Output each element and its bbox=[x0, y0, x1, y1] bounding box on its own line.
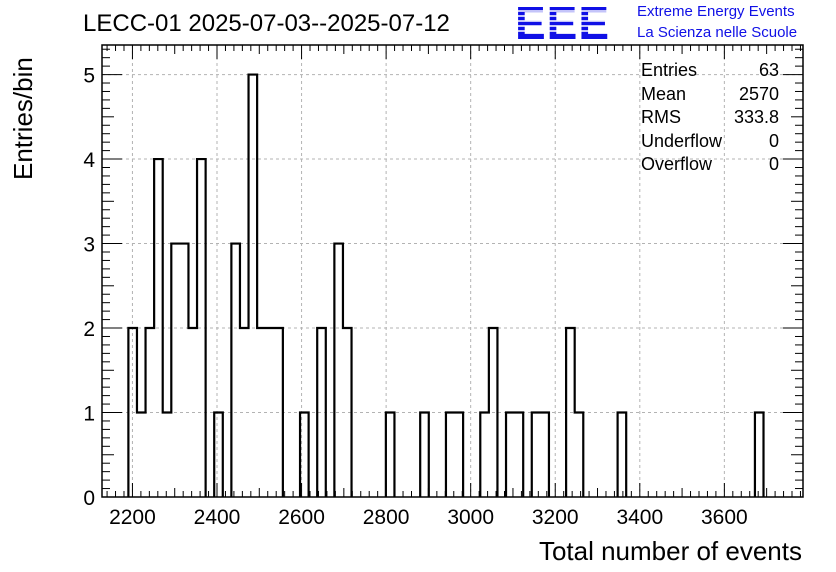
stat-label: RMS bbox=[641, 107, 681, 127]
stat-row-overflow: Overflow 0 bbox=[641, 153, 779, 177]
histogram-bin bbox=[532, 413, 541, 497]
histogram-bin bbox=[480, 413, 489, 497]
histogram-bin bbox=[231, 244, 240, 497]
x-tick-label: 3200 bbox=[532, 506, 579, 529]
logo-text-line1: Extreme Energy Events bbox=[637, 3, 795, 20]
stat-row-entries: Entries 63 bbox=[641, 59, 779, 83]
histogram-bin bbox=[171, 244, 180, 497]
y-tick-label: 1 bbox=[83, 403, 95, 426]
y-tick-label: 4 bbox=[83, 149, 95, 172]
histogram-bin bbox=[515, 413, 524, 497]
histogram-bin bbox=[575, 413, 584, 497]
logo-text-line2: La Scienza nelle Scuole bbox=[637, 24, 798, 41]
stat-row-underflow: Underflow 0 bbox=[641, 130, 779, 154]
x-tick-label: 3400 bbox=[616, 506, 663, 529]
stat-value: 0 bbox=[768, 154, 779, 174]
stat-label: Entries bbox=[641, 60, 698, 80]
histogram-bin bbox=[180, 244, 189, 497]
stat-value: 63 bbox=[758, 60, 779, 80]
stat-value: 333.8 bbox=[733, 107, 779, 127]
histogram-bin bbox=[249, 75, 258, 497]
stat-value: 2570 bbox=[738, 83, 779, 104]
histogram-bin bbox=[214, 413, 223, 497]
plot-frame bbox=[101, 44, 804, 498]
x-tick-label: 3600 bbox=[701, 506, 748, 529]
stats-box: Entries 63 Mean 2570 RMS 333.8 Underflow… bbox=[641, 59, 779, 177]
stat-row-mean: Mean 2570 bbox=[641, 83, 779, 107]
y-tick-label: 5 bbox=[83, 65, 95, 88]
y-tick-label: 3 bbox=[83, 234, 95, 257]
stat-label: Underflow bbox=[641, 130, 723, 151]
histogram-bin bbox=[420, 413, 429, 497]
y-tick-label: 0 bbox=[83, 487, 95, 510]
histogram-bin bbox=[137, 413, 146, 497]
histogram-bin bbox=[334, 244, 343, 497]
x-tick-label: 2400 bbox=[194, 506, 241, 529]
eee-logo: EEE bbox=[515, 2, 637, 42]
histogram-bin bbox=[455, 413, 464, 497]
histogram-bin bbox=[755, 413, 764, 497]
x-tick-label: 3000 bbox=[447, 506, 494, 529]
histogram-bin bbox=[386, 413, 395, 497]
stat-row-rms: RMS 333.8 bbox=[641, 106, 779, 130]
histogram-bin bbox=[163, 413, 172, 497]
x-axis-label: Total number of events bbox=[538, 536, 802, 566]
histogram-bin bbox=[540, 413, 549, 497]
stat-label: Mean bbox=[641, 83, 687, 104]
histogram-bin bbox=[446, 413, 455, 497]
histogram-bin bbox=[618, 413, 627, 497]
stat-value: 0 bbox=[768, 130, 779, 151]
y-axis-label: Entries/bin bbox=[8, 57, 38, 180]
x-tick-label: 2200 bbox=[109, 506, 156, 529]
chart-title: LECC-01 2025-07-03--2025-07-12 bbox=[83, 10, 450, 37]
histogram-bin bbox=[506, 413, 515, 497]
x-tick-label: 2600 bbox=[278, 506, 325, 529]
x-tick-label: 2800 bbox=[363, 506, 410, 529]
y-tick-label: 2 bbox=[83, 318, 95, 341]
histogram-outline bbox=[127, 73, 765, 497]
svg-text:EEE: EEE bbox=[515, 2, 610, 42]
stat-label: Overflow bbox=[641, 154, 713, 174]
